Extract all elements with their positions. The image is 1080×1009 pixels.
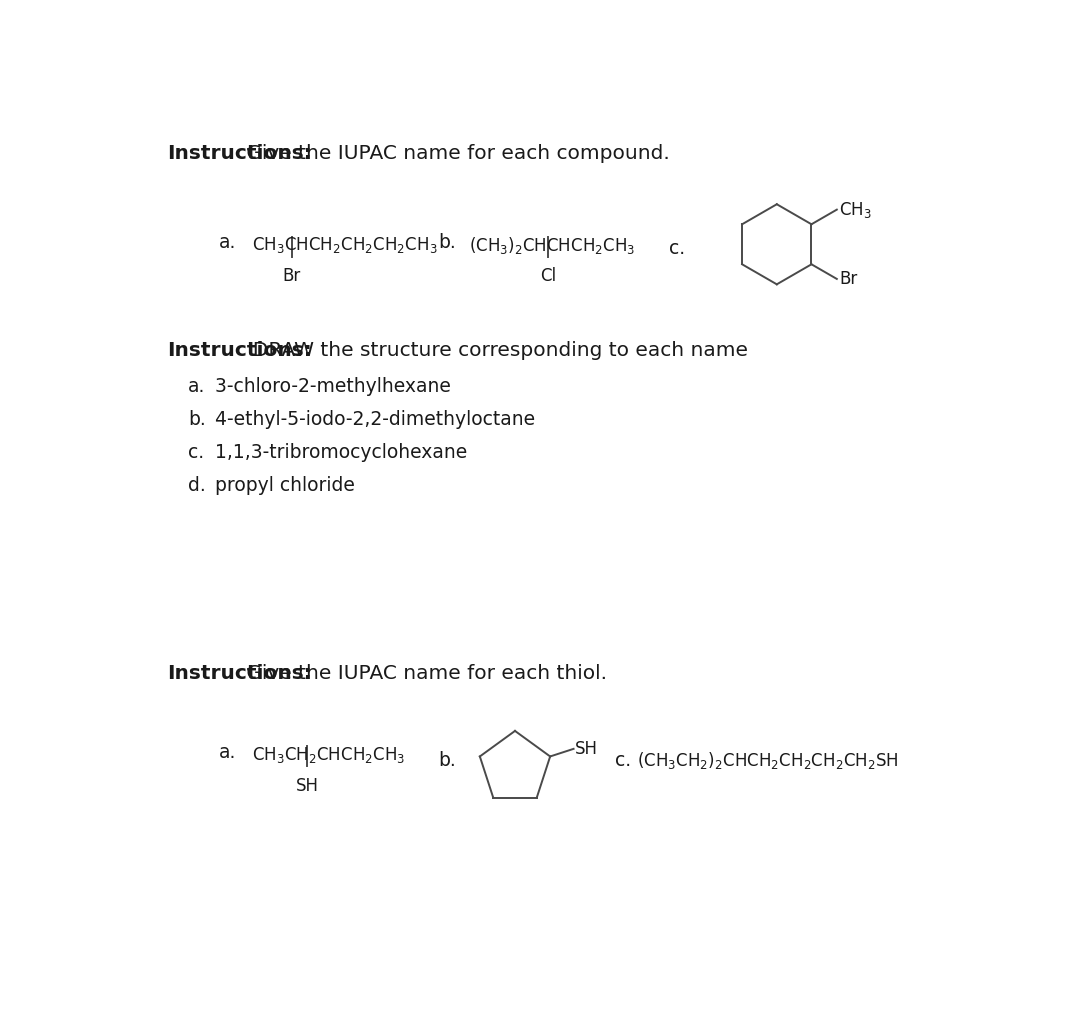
Text: (CH$_3$)$_2$CHCHCH$_2$CH$_3$: (CH$_3$)$_2$CHCHCH$_2$CH$_3$ xyxy=(469,235,635,256)
Text: Instructions:: Instructions: xyxy=(167,341,312,360)
Text: CH$_3$CHCH$_2$CH$_2$CH$_2$CH$_3$: CH$_3$CHCH$_2$CH$_2$CH$_2$CH$_3$ xyxy=(252,235,437,255)
Text: 1,1,3-tribromocyclohexane: 1,1,3-tribromocyclohexane xyxy=(210,443,468,462)
Text: Give the IUPAC name for each compound.: Give the IUPAC name for each compound. xyxy=(240,144,670,162)
Text: c.: c. xyxy=(669,239,685,257)
Text: (CH$_3$CH$_2$)$_2$CHCH$_2$CH$_2$CH$_2$CH$_2$SH: (CH$_3$CH$_2$)$_2$CHCH$_2$CH$_2$CH$_2$CH… xyxy=(636,750,899,771)
Text: DRAW the structure corresponding to each name: DRAW the structure corresponding to each… xyxy=(240,341,748,360)
Text: CH$_3$: CH$_3$ xyxy=(839,200,872,220)
Text: a.: a. xyxy=(188,377,205,397)
Text: propyl chloride: propyl chloride xyxy=(210,476,355,494)
Text: SH: SH xyxy=(576,740,598,758)
Text: c.: c. xyxy=(188,443,204,462)
Text: 3-chloro-2-methylhexane: 3-chloro-2-methylhexane xyxy=(210,377,451,397)
Text: Br: Br xyxy=(283,267,301,286)
Text: Give the IUPAC name for each thiol.: Give the IUPAC name for each thiol. xyxy=(240,665,607,683)
Text: b.: b. xyxy=(438,751,456,770)
Text: Cl: Cl xyxy=(540,267,556,286)
Text: 4-ethyl-5-iodo-2,2-dimethyloctane: 4-ethyl-5-iodo-2,2-dimethyloctane xyxy=(210,411,536,430)
Text: Br: Br xyxy=(839,270,858,288)
Text: SH: SH xyxy=(296,777,319,795)
Text: CH$_3$CH$_2$CHCH$_2$CH$_3$: CH$_3$CH$_2$CHCH$_2$CH$_3$ xyxy=(252,745,405,765)
Text: b.: b. xyxy=(438,233,456,252)
Text: Instructions:: Instructions: xyxy=(167,144,312,162)
Text: Instructions:: Instructions: xyxy=(167,665,312,683)
Text: c.: c. xyxy=(616,751,631,770)
Text: a.: a. xyxy=(218,743,235,762)
Text: a.: a. xyxy=(218,233,235,252)
Text: d.: d. xyxy=(188,476,205,494)
Text: b.: b. xyxy=(188,411,205,430)
